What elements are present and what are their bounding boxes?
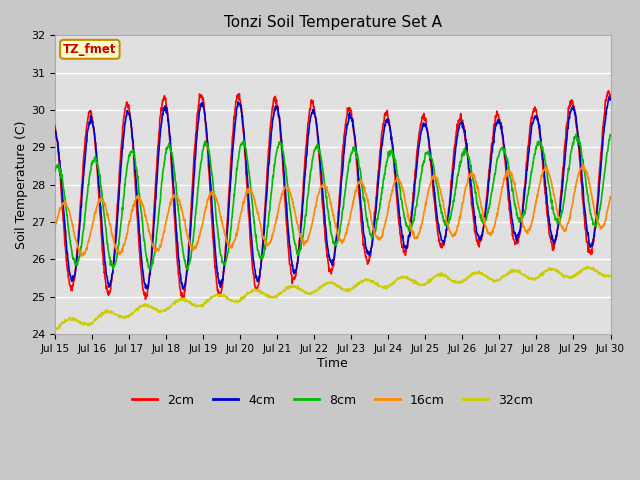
8cm <box>175 207 182 213</box>
4cm <box>237 102 244 108</box>
Line: 2cm: 2cm <box>55 91 611 300</box>
Text: TZ_fmet: TZ_fmet <box>63 43 116 56</box>
32cm <box>51 328 59 334</box>
Legend: 2cm, 4cm, 8cm, 16cm, 32cm: 2cm, 4cm, 8cm, 16cm, 32cm <box>127 389 538 411</box>
4cm <box>541 177 548 182</box>
16cm <box>161 223 169 228</box>
Line: 32cm: 32cm <box>55 266 611 331</box>
Y-axis label: Soil Temperature (C): Soil Temperature (C) <box>15 120 28 249</box>
16cm <box>419 215 427 221</box>
Line: 16cm: 16cm <box>55 165 611 256</box>
4cm <box>492 121 500 127</box>
32cm <box>607 273 614 279</box>
8cm <box>184 267 192 273</box>
16cm <box>579 162 586 168</box>
4cm <box>161 104 169 110</box>
8cm <box>607 132 614 138</box>
4cm <box>179 286 187 292</box>
2cm <box>492 115 500 120</box>
Line: 8cm: 8cm <box>55 134 611 270</box>
2cm <box>541 186 548 192</box>
Line: 4cm: 4cm <box>55 97 611 289</box>
2cm <box>607 95 614 101</box>
16cm <box>51 227 59 233</box>
2cm <box>605 88 612 94</box>
2cm <box>51 122 59 128</box>
4cm <box>419 120 427 126</box>
4cm <box>51 127 59 133</box>
8cm <box>419 160 427 166</box>
32cm <box>175 298 182 304</box>
8cm <box>161 157 169 163</box>
32cm <box>237 295 244 300</box>
2cm <box>161 96 169 102</box>
2cm <box>141 297 149 302</box>
4cm <box>175 253 182 259</box>
2cm <box>175 273 182 278</box>
Title: Tonzi Soil Temperature Set A: Tonzi Soil Temperature Set A <box>223 15 442 30</box>
32cm <box>541 268 548 274</box>
16cm <box>541 166 548 172</box>
8cm <box>492 166 500 171</box>
4cm <box>605 94 612 100</box>
8cm <box>51 168 59 174</box>
16cm <box>175 198 182 204</box>
2cm <box>419 112 427 118</box>
8cm <box>572 132 580 137</box>
8cm <box>237 142 244 147</box>
8cm <box>541 156 548 162</box>
32cm <box>419 281 427 287</box>
32cm <box>492 277 500 283</box>
2cm <box>237 103 244 108</box>
32cm <box>585 264 593 269</box>
X-axis label: Time: Time <box>317 357 348 370</box>
16cm <box>237 211 244 216</box>
4cm <box>607 96 614 102</box>
16cm <box>78 253 86 259</box>
16cm <box>607 193 614 199</box>
32cm <box>51 328 59 334</box>
32cm <box>161 309 169 314</box>
16cm <box>492 217 500 223</box>
